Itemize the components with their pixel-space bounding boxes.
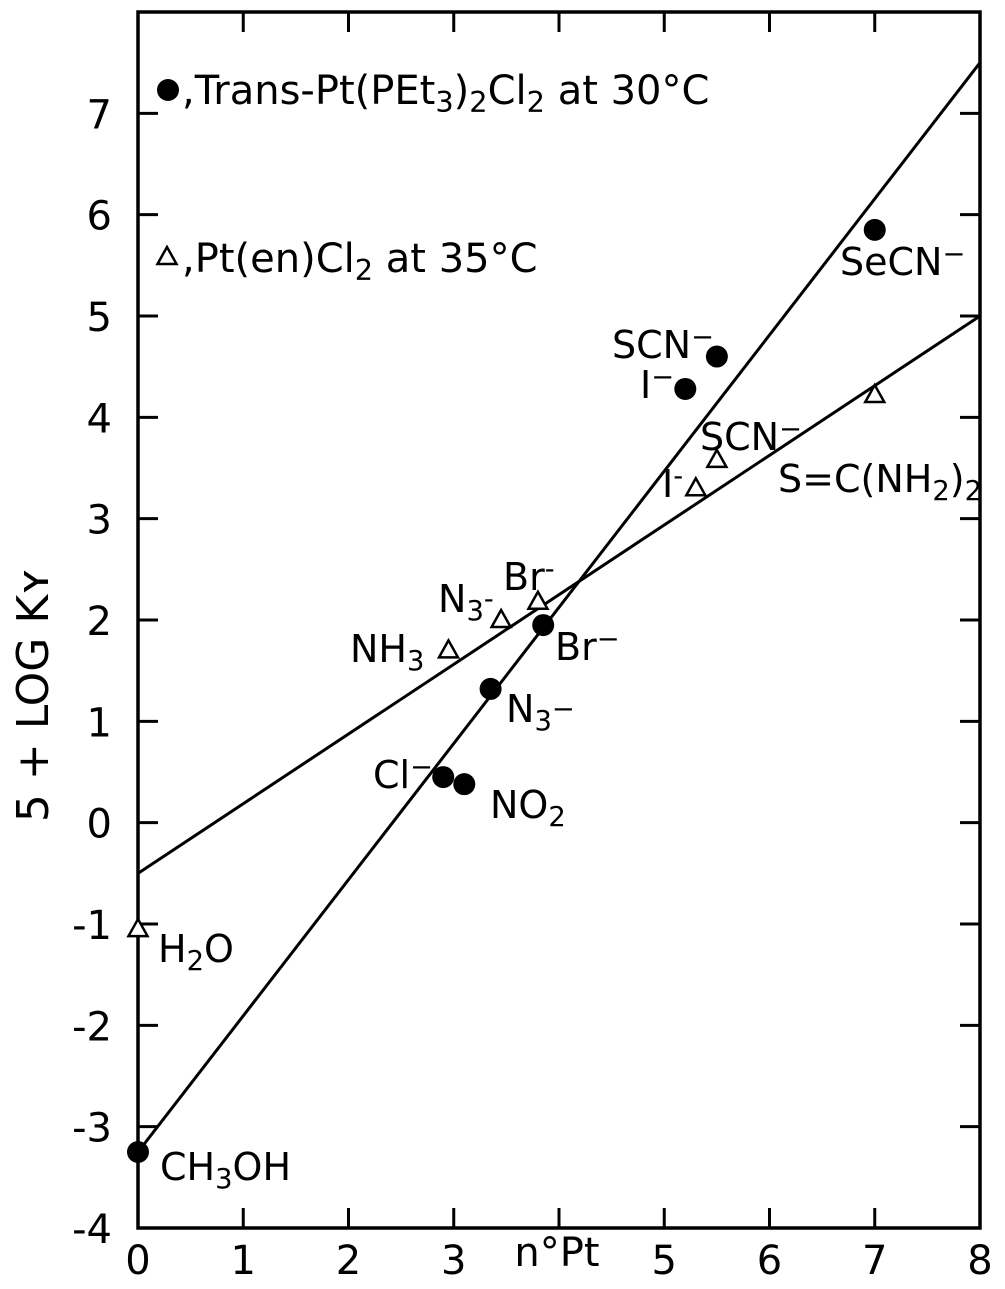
point-label: NH3 — [350, 627, 424, 677]
point-circle — [127, 1141, 149, 1163]
y-tick-label: 7 — [87, 92, 112, 138]
point-label: N3− — [506, 687, 575, 737]
x-tick-label: 7 — [862, 1238, 887, 1284]
point-circle — [479, 677, 502, 700]
point-triangle — [436, 637, 461, 659]
y-tick-label: -1 — [72, 903, 112, 949]
point-triangle — [489, 607, 513, 629]
point-label: Br- — [503, 554, 555, 599]
point-triangle — [863, 382, 887, 404]
point-label: S=C(NH2)2 — [778, 457, 982, 507]
x-tick-label: 1 — [231, 1238, 256, 1284]
plot-frame — [136, 10, 982, 1230]
point-triangle — [526, 589, 550, 611]
x-tick-label: 8 — [967, 1238, 992, 1284]
point-label: SeCN− — [840, 239, 965, 284]
plot-border — [136, 10, 982, 1230]
fit-line-trans-pt — [136, 61, 982, 1153]
y-tick-label: 6 — [87, 194, 112, 240]
data-points — [126, 218, 887, 1163]
x-tick-label: 3 — [441, 1238, 466, 1284]
point-label: Br− — [555, 624, 620, 669]
x-axis-title: n°Pt — [514, 1230, 599, 1276]
point-label: SCN− — [612, 322, 714, 367]
point-label: H2O — [158, 927, 234, 977]
y-tick-label: -4 — [72, 1207, 112, 1253]
fit-lines — [136, 61, 982, 1153]
point-triangle — [705, 447, 729, 469]
x-tick-label: 6 — [757, 1238, 782, 1284]
point-label: N3- — [438, 577, 494, 627]
legend-label: ,Trans-Pt(PEt3)2Cl2 at 30°C — [182, 68, 709, 119]
point-label: CH3OH — [160, 1145, 291, 1195]
x-tick-label: 2 — [336, 1238, 361, 1284]
point-label: SCN− — [700, 414, 802, 459]
legend-label: ,Pt(en)Cl2 at 35°C — [182, 236, 538, 287]
y-tick-label: -3 — [72, 1106, 112, 1152]
fit-line-pt-en — [137, 314, 981, 875]
y-tick-label: 0 — [87, 802, 112, 848]
point-circle — [432, 766, 455, 789]
point-labels: CH3OHCl−NO2N3−Br−I−SCN−SeCN−H2ONH3N3-Br-… — [158, 239, 982, 1195]
point-circle — [453, 773, 476, 796]
point-triangle — [126, 916, 150, 938]
axis-ticks: -4 -3 -2 -1 0 1 2 3 4 5 6 7 0 1 2 3 5 6 7 8 n°Pt — [72, 12, 993, 1284]
y-tick-label: 4 — [87, 396, 112, 442]
point-label: I− — [640, 362, 674, 407]
y-axis-title: 5 + LOG Kʏ — [8, 568, 59, 822]
legend-marker-triangle — [155, 244, 179, 266]
legend-marker-circle — [157, 79, 179, 101]
point-triangle — [684, 475, 708, 497]
y-tick-label: 5 — [87, 295, 112, 341]
y-tick-label: -2 — [72, 1004, 112, 1050]
y-tick-label: 2 — [87, 599, 112, 645]
x-tick-label: 5 — [652, 1238, 677, 1284]
point-label: I- — [662, 461, 683, 506]
legend: ,Trans-Pt(PEt3)2Cl2 at 30°C ,Pt(en)Cl2 at… — [155, 68, 709, 287]
point-label: Cl− — [373, 752, 433, 797]
point-circle — [705, 345, 728, 368]
point-label: NO2 — [490, 783, 566, 833]
point-circle — [863, 218, 886, 241]
y-tick-label: 1 — [87, 700, 112, 746]
y-tick-label: 3 — [87, 498, 112, 544]
point-circle — [674, 377, 697, 400]
point-circle — [532, 614, 555, 637]
x-tick-label: 0 — [125, 1238, 150, 1284]
